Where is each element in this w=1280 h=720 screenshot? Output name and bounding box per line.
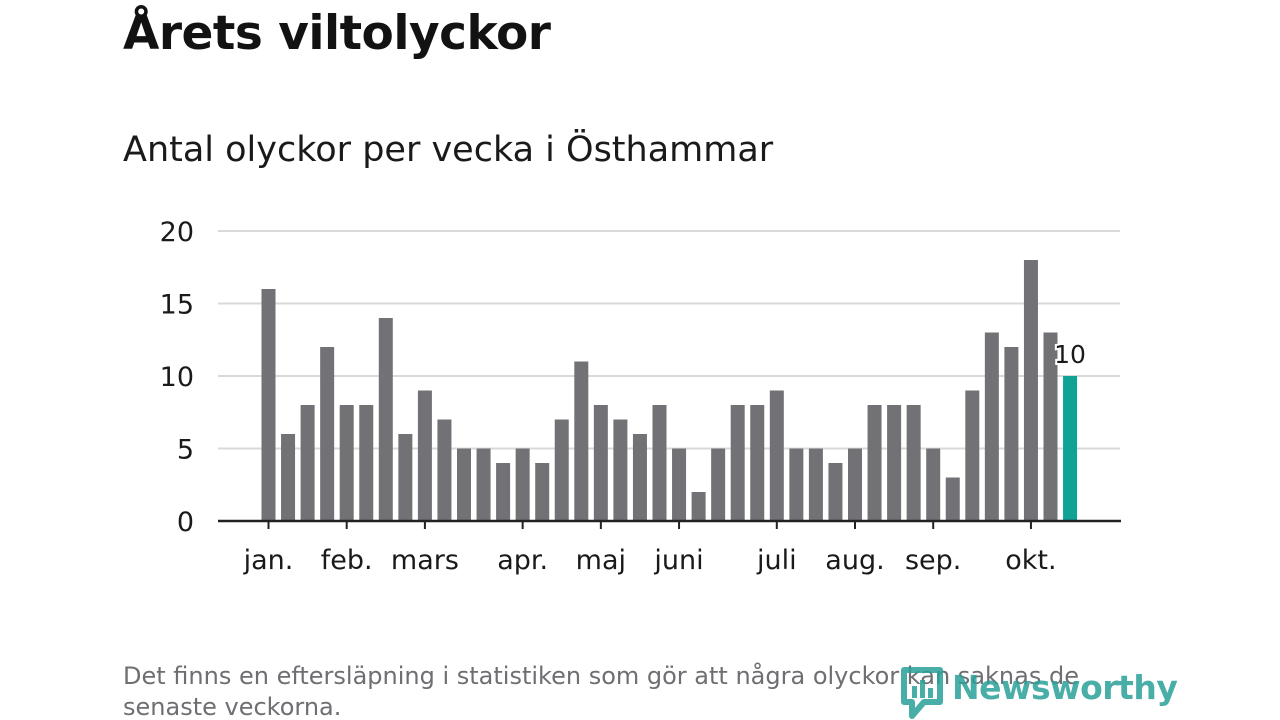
- brand-name: Newsworthy: [952, 668, 1178, 707]
- bar: [730, 405, 745, 521]
- bar: [691, 492, 706, 521]
- bar: [593, 405, 608, 521]
- x-tick-label: jan.: [243, 545, 294, 576]
- bar: [867, 405, 882, 521]
- bar: [437, 419, 452, 521]
- bar: [398, 434, 413, 521]
- footnote: Det finns en eftersläpning i statistiken…: [123, 662, 1079, 720]
- x-tick-label: feb.: [321, 545, 373, 576]
- bar: [613, 419, 628, 521]
- bar: [965, 390, 980, 521]
- page-title: Årets viltolyckor: [123, 6, 551, 61]
- bar: [652, 405, 667, 521]
- bar: [359, 405, 374, 521]
- bar: [769, 390, 784, 521]
- bar: [496, 463, 511, 521]
- brand-logo[interactable]: Newsworthy: [900, 666, 1178, 720]
- bar: [808, 448, 823, 521]
- x-tick-label: aug.: [825, 545, 884, 576]
- bar: [1004, 347, 1019, 521]
- bar: [711, 448, 726, 521]
- bar: [984, 332, 999, 521]
- bar: [887, 405, 902, 521]
- bar: [535, 463, 550, 521]
- x-tick-label: apr.: [497, 545, 548, 576]
- bar: [828, 463, 843, 521]
- chart-subtitle: Antal olyckor per vecka i Östhammar: [123, 130, 774, 170]
- bar: [417, 390, 432, 521]
- y-tick-label: 0: [177, 507, 194, 538]
- x-tick-label: sep.: [905, 545, 961, 576]
- data-label: 10: [1054, 340, 1086, 369]
- bar: [339, 405, 354, 521]
- bar: [574, 361, 589, 521]
- bar: [906, 405, 921, 521]
- x-tick-label: okt.: [1005, 545, 1056, 576]
- bar-chart-speech-bubble-icon: [901, 667, 943, 719]
- x-tick-label: maj: [576, 545, 626, 576]
- x-axis-ticks: jan. feb. mars apr. maj juni juli aug. sep. okt.: [243, 521, 1057, 576]
- bar: [632, 434, 647, 521]
- x-tick-label: juli: [756, 545, 797, 576]
- bar: [378, 318, 393, 521]
- bar-highlight: [1063, 376, 1078, 521]
- bar: [320, 347, 335, 521]
- bar: [789, 448, 804, 521]
- y-tick-label: 5: [177, 435, 194, 466]
- bar: [261, 289, 276, 521]
- bar: [750, 405, 765, 521]
- bar: [945, 477, 960, 521]
- y-tick-label: 15: [160, 290, 194, 321]
- bar: [515, 448, 530, 521]
- x-tick-label: juni: [653, 545, 703, 576]
- bar: [554, 419, 569, 521]
- bar: [1023, 260, 1038, 521]
- bar: [926, 448, 941, 521]
- x-tick-label: mars: [391, 545, 459, 576]
- bar: [848, 448, 862, 521]
- y-axis-ticks: 0 5 10 15 20: [160, 217, 194, 538]
- bar: [300, 405, 315, 521]
- y-tick-label: 20: [160, 217, 194, 248]
- data-labels: 10: [1052, 338, 1088, 371]
- bar: [672, 448, 687, 521]
- bar: [281, 434, 296, 521]
- bars: [261, 260, 1078, 521]
- y-tick-label: 10: [160, 362, 194, 393]
- bar: [476, 448, 491, 521]
- bar: [457, 448, 471, 521]
- bar: [1043, 332, 1058, 521]
